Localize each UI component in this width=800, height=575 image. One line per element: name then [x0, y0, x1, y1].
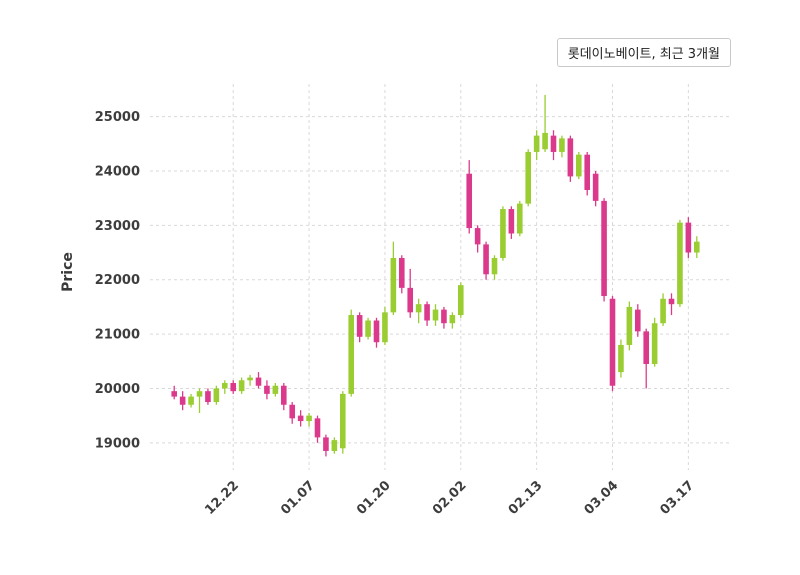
- candle-body: [247, 377, 253, 381]
- candle-body: [483, 244, 489, 275]
- candle-body: [415, 304, 422, 313]
- candle-body: [331, 440, 338, 451]
- candle-body: [634, 309, 641, 332]
- candle-body: [348, 315, 355, 394]
- chart-title: 롯데이노베이트, 최근 3개월: [556, 38, 731, 67]
- candle-body: [373, 320, 380, 343]
- candle-body: [508, 209, 515, 234]
- candle-body: [188, 396, 194, 405]
- candle-body: [693, 241, 700, 253]
- y-tick-label: 24000: [95, 164, 140, 179]
- candle-body: [424, 304, 430, 321]
- candle-body: [306, 415, 312, 422]
- y-tick-label: 25000: [95, 110, 140, 125]
- candle-body: [449, 315, 456, 324]
- y-tick-label: 22000: [95, 273, 140, 288]
- candle-body: [550, 135, 557, 152]
- candle-body: [238, 380, 245, 392]
- candle-body: [533, 135, 540, 152]
- candle-body: [660, 298, 666, 324]
- y-tick-label: 20000: [95, 382, 140, 397]
- y-tick-label: 23000: [95, 219, 140, 234]
- candle-body: [575, 154, 582, 177]
- y-axis-label: Price: [60, 252, 76, 292]
- candle-body: [314, 418, 321, 438]
- candle-body: [618, 344, 624, 373]
- candle-body: [685, 222, 692, 253]
- candle-body: [626, 306, 633, 345]
- candle-body: [525, 151, 532, 204]
- x-tick-label: 01.20: [354, 478, 394, 518]
- x-tick-label: 02.02: [430, 478, 470, 518]
- candle-body: [205, 391, 211, 403]
- candle-body: [323, 437, 329, 451]
- candle-body: [567, 138, 574, 177]
- y-tick-label: 19000: [95, 436, 140, 451]
- candle-body: [230, 383, 237, 392]
- candle-body: [196, 391, 203, 397]
- candle-body: [609, 298, 616, 386]
- candle-body: [677, 222, 683, 305]
- candle-body: [280, 385, 287, 405]
- candle-body: [457, 285, 464, 316]
- candle-body: [365, 320, 371, 337]
- candle-body: [466, 173, 473, 229]
- x-tick-label: 03.04: [582, 478, 622, 518]
- y-tick-label: 21000: [95, 328, 140, 343]
- candle-body: [500, 209, 506, 258]
- candle-body: [264, 385, 270, 394]
- candle-body: [382, 312, 388, 343]
- x-tick-label: 01.07: [278, 478, 318, 518]
- candle-body: [255, 377, 262, 386]
- candle-body: [441, 309, 447, 324]
- candle-body: [398, 257, 405, 288]
- x-tick-label: 02.13: [506, 478, 546, 518]
- candle-body: [171, 391, 178, 397]
- candle-body: [272, 385, 279, 394]
- candle-body: [474, 228, 481, 245]
- candle-body: [221, 383, 228, 389]
- candle-body: [516, 203, 523, 234]
- candle-body: [668, 298, 675, 305]
- x-tick-label: 03.17: [657, 478, 697, 518]
- candle-body: [213, 388, 220, 403]
- candle-body: [491, 257, 498, 275]
- candle-body: [356, 315, 363, 337]
- candle-body: [643, 331, 650, 364]
- candle-body: [432, 309, 439, 321]
- candle-body: [542, 132, 548, 150]
- candle-body: [339, 393, 346, 449]
- candle-body: [179, 396, 186, 405]
- candle-body: [601, 200, 607, 297]
- candle-body: [289, 404, 296, 419]
- candle-body: [297, 415, 304, 422]
- candle-body: [407, 287, 414, 313]
- candle-body: [390, 257, 397, 313]
- candle-body: [592, 173, 599, 201]
- x-tick-label: 12.22: [202, 478, 242, 518]
- candle-body: [559, 138, 565, 152]
- candle-body: [584, 154, 591, 191]
- candle-body: [651, 323, 658, 364]
